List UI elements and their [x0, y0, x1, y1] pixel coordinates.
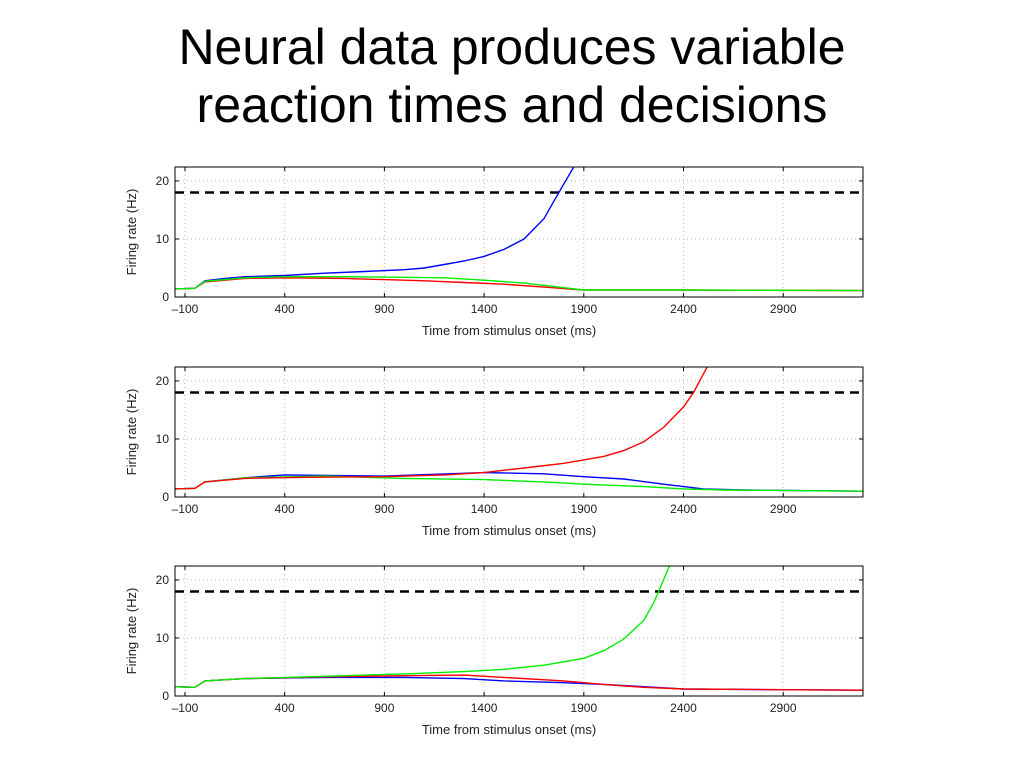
x-tick-label: 2900: [770, 701, 797, 715]
series-line-red: [175, 277, 863, 292]
series-line-blue: [175, 471, 863, 492]
y-axis-label: Firing rate (Hz): [124, 588, 139, 675]
x-axis-label: Time from stimulus onset (ms): [422, 722, 596, 737]
plot-frame: [174, 166, 864, 298]
y-axis-label: Firing rate (Hz): [124, 189, 139, 276]
x-tick-label: 1400: [471, 701, 498, 715]
y-tick-label: 20: [156, 573, 170, 587]
x-axis-label: Time from stimulus onset (ms): [422, 523, 596, 538]
y-tick-label: 10: [156, 232, 170, 246]
plot-frame: [174, 366, 864, 498]
title-line-2: reaction times and decisions: [196, 77, 828, 133]
series-group: [175, 566, 863, 691]
y-tick-label: 0: [162, 490, 169, 504]
x-tick-label: 900: [374, 302, 394, 316]
x-tick-label: 2900: [770, 502, 797, 516]
x-tick-label: 2400: [670, 502, 697, 516]
series-line-green: [175, 566, 671, 689]
x-tick-label: 1900: [570, 502, 597, 516]
x-tick-label: 900: [374, 502, 394, 516]
series-line-green: [175, 275, 863, 292]
x-tick-label: 400: [275, 701, 295, 715]
firing-rate-chart-3: –100 400 900 1400 1900 2400 2900 0 10 20 Time from…: [124, 565, 864, 737]
series-line-blue: [175, 676, 863, 691]
x-tick-label: 900: [374, 701, 394, 715]
y-axis-label: Firing rate (Hz): [124, 389, 139, 476]
x-tick-label: 1400: [471, 502, 498, 516]
x-tick-label: 1900: [570, 701, 597, 715]
title-line-1: Neural data produces variable: [178, 19, 846, 75]
x-tick-label: 2400: [670, 302, 697, 316]
x-tick-label: –100: [172, 502, 199, 516]
series-line-red: [175, 367, 708, 490]
x-axis-label: Time from stimulus onset (ms): [422, 323, 596, 338]
y-tick-label: 0: [162, 689, 169, 703]
series-group: [175, 167, 863, 292]
x-tick-label: 2400: [670, 701, 697, 715]
firing-rate-chart-1: –100 400 900 1400 1900 2400 2900 0 10 20 Time from…: [124, 166, 864, 338]
series-group: [175, 367, 863, 492]
x-tick-label: 400: [275, 302, 295, 316]
x-tick-label: –100: [172, 302, 199, 316]
y-tick-label: 0: [162, 290, 169, 304]
y-tick-label: 10: [156, 432, 170, 446]
x-tick-label: 1400: [471, 302, 498, 316]
x-tick-label: 2900: [770, 302, 797, 316]
y-tick-label: 10: [156, 631, 170, 645]
firing-rate-chart-2: –100 400 900 1400 1900 2400 2900 0 10 20 Time from…: [124, 366, 864, 538]
x-tick-label: –100: [172, 701, 199, 715]
series-line-blue: [175, 167, 575, 290]
y-tick-label: 20: [156, 374, 170, 388]
plot-frame: [174, 565, 864, 697]
y-tick-label: 20: [156, 174, 170, 188]
slide-title: Neural data produces variable reaction t…: [0, 18, 1024, 134]
x-tick-label: 400: [275, 502, 295, 516]
x-tick-label: 1900: [570, 302, 597, 316]
